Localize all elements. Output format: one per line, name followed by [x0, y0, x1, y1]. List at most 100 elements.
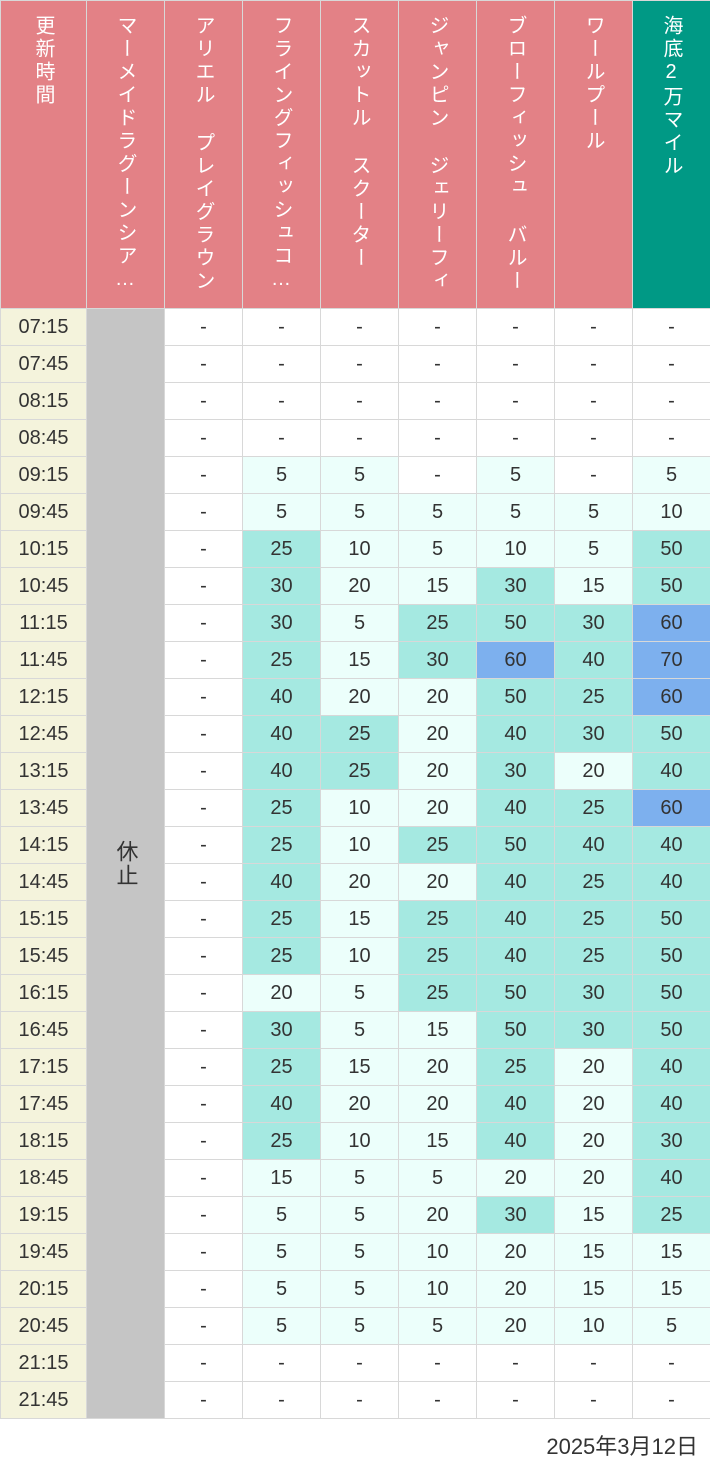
wait-cell: -: [165, 1345, 243, 1382]
wait-cell: -: [399, 346, 477, 383]
wait-cell: -: [165, 1049, 243, 1086]
wait-cell: 20: [243, 975, 321, 1012]
wait-cell: 40: [633, 1086, 710, 1123]
wait-cell: 50: [633, 901, 710, 938]
wait-cell: 5: [477, 457, 555, 494]
wait-cell: 15: [399, 1012, 477, 1049]
wait-cell: 30: [399, 642, 477, 679]
wait-cell: 15: [399, 568, 477, 605]
wait-cell: 40: [243, 1086, 321, 1123]
header-attraction-3: スカットル スクーター: [321, 1, 399, 309]
wait-cell: 30: [243, 1012, 321, 1049]
wait-cell: 50: [477, 605, 555, 642]
wait-cell: -: [165, 1234, 243, 1271]
header-attraction-6: ワールプール: [555, 1, 633, 309]
time-cell: 14:15: [1, 827, 87, 864]
wait-cell: 50: [633, 938, 710, 975]
wait-cell: 60: [477, 642, 555, 679]
wait-cell: 5: [321, 1234, 399, 1271]
wait-cell: -: [477, 383, 555, 420]
wait-cell: -: [165, 642, 243, 679]
wait-cell: 15: [555, 1271, 633, 1308]
wait-cell: -: [633, 1345, 710, 1382]
time-cell: 13:15: [1, 753, 87, 790]
time-cell: 08:15: [1, 383, 87, 420]
wait-cell: -: [399, 1382, 477, 1419]
wait-cell: -: [477, 309, 555, 346]
wait-cell: 25: [399, 827, 477, 864]
wait-cell: 5: [633, 1308, 710, 1345]
header-time: 更新時間: [1, 1, 87, 309]
wait-cell: 50: [633, 568, 710, 605]
wait-cell: -: [165, 531, 243, 568]
wait-cell: -: [555, 457, 633, 494]
wait-cell: -: [165, 790, 243, 827]
wait-cell: 15: [555, 1234, 633, 1271]
wait-cell: 5: [243, 457, 321, 494]
wait-cell: -: [165, 346, 243, 383]
time-cell: 15:45: [1, 938, 87, 975]
wait-cell: 40: [633, 753, 710, 790]
wait-cell: 20: [477, 1160, 555, 1197]
wait-cell: 30: [243, 568, 321, 605]
time-cell: 16:45: [1, 1012, 87, 1049]
date-label: 2025年3月12日: [0, 1419, 710, 1465]
wait-cell: -: [633, 1382, 710, 1419]
time-cell: 15:15: [1, 901, 87, 938]
wait-cell: 10: [321, 790, 399, 827]
wait-cell: 5: [321, 1160, 399, 1197]
wait-cell: -: [399, 420, 477, 457]
wait-cell: -: [477, 420, 555, 457]
wait-cell: -: [165, 568, 243, 605]
wait-cell: 20: [477, 1308, 555, 1345]
header-attraction-7: 海底2万マイル: [633, 1, 710, 309]
wait-cell: 30: [555, 716, 633, 753]
wait-cell: 20: [321, 864, 399, 901]
wait-cell: 50: [477, 1012, 555, 1049]
wait-cell: 20: [399, 1197, 477, 1234]
wait-cell: 40: [555, 827, 633, 864]
wait-cell: -: [555, 420, 633, 457]
wait-cell: -: [243, 420, 321, 457]
wait-cell: 40: [633, 827, 710, 864]
wait-cell: -: [165, 309, 243, 346]
wait-cell: 20: [399, 1086, 477, 1123]
wait-cell: 20: [399, 716, 477, 753]
wait-cell: 50: [633, 716, 710, 753]
wait-cell: 10: [399, 1271, 477, 1308]
wait-cell: 5: [321, 494, 399, 531]
wait-cell: 40: [633, 1049, 710, 1086]
wait-cell: -: [399, 457, 477, 494]
wait-cell: 40: [243, 753, 321, 790]
wait-cell: 40: [477, 1086, 555, 1123]
wait-cell: -: [165, 753, 243, 790]
wait-cell: -: [165, 383, 243, 420]
header-attraction-5: ブローフィッシュ バルー…: [477, 1, 555, 309]
wait-cell: 10: [555, 1308, 633, 1345]
wait-cell: 10: [399, 1234, 477, 1271]
wait-cell: 60: [633, 790, 710, 827]
wait-cell: 15: [321, 642, 399, 679]
time-cell: 20:45: [1, 1308, 87, 1345]
wait-cell: -: [165, 605, 243, 642]
wait-cell: 40: [633, 1160, 710, 1197]
time-cell: 19:45: [1, 1234, 87, 1271]
wait-cell: 5: [321, 1197, 399, 1234]
wait-cell: -: [243, 1382, 321, 1419]
header-attraction-2: フライングフィッシュコ…: [243, 1, 321, 309]
wait-cell: -: [555, 1382, 633, 1419]
wait-cell: 40: [243, 864, 321, 901]
wait-cell: 25: [399, 901, 477, 938]
wait-cell: 40: [633, 864, 710, 901]
wait-cell: -: [165, 716, 243, 753]
wait-cell: -: [633, 346, 710, 383]
wait-cell: 5: [321, 1271, 399, 1308]
wait-cell: 30: [477, 568, 555, 605]
wait-cell: 20: [555, 1123, 633, 1160]
wait-cell: 25: [555, 679, 633, 716]
wait-cell: -: [399, 383, 477, 420]
wait-cell: 40: [555, 642, 633, 679]
wait-cell: -: [633, 420, 710, 457]
wait-cell: -: [477, 1382, 555, 1419]
header-attraction-0: マーメイドラグーンシア…: [87, 1, 165, 309]
